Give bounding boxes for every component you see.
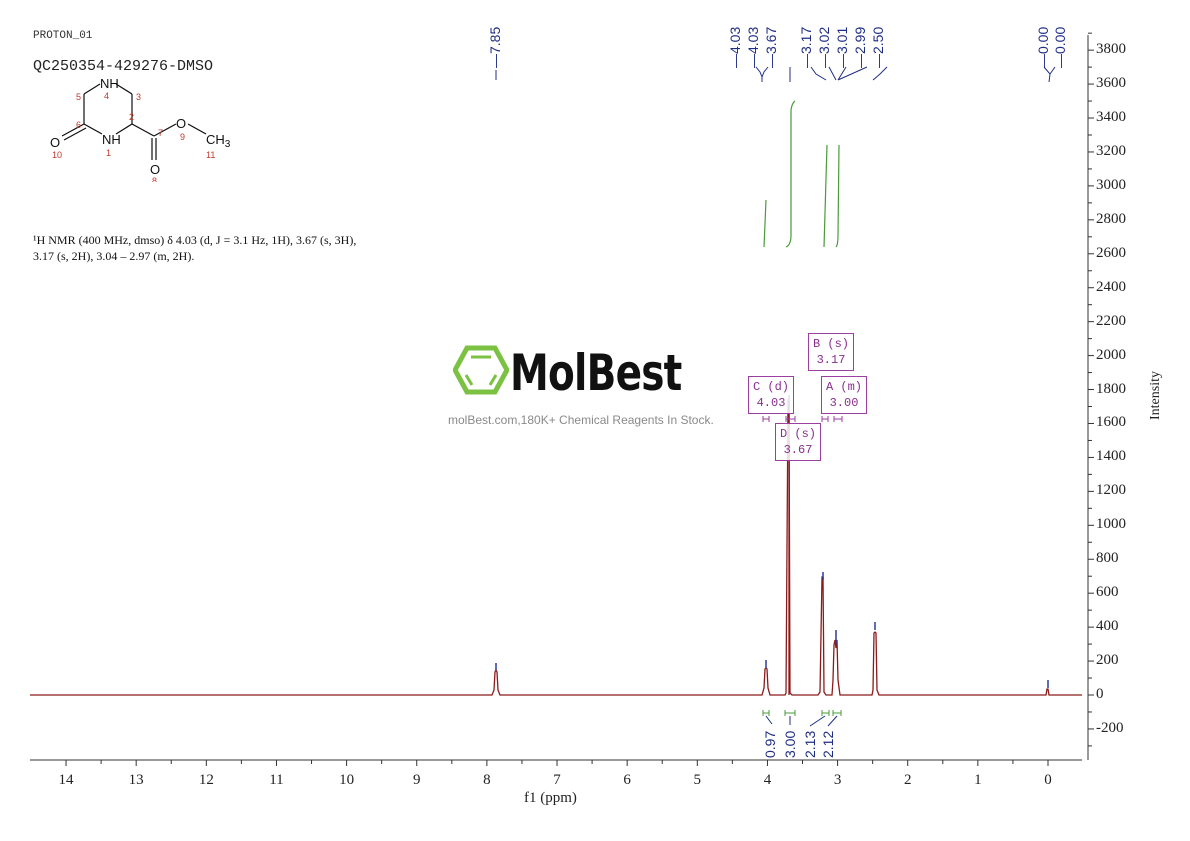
integral-curves <box>763 100 840 248</box>
x-tick-label: 1 <box>974 772 982 788</box>
multiplet-box-d: D (s) 3.67 <box>775 423 821 461</box>
x-tick-label: 9 <box>412 772 421 788</box>
y-tick-label: 1600 <box>1096 414 1126 431</box>
y-tick-label: 3600 <box>1096 75 1126 92</box>
x-tick-label: 3 <box>833 772 842 788</box>
peak-label-0.00a: —0.00 <box>1035 26 1051 68</box>
y-tick-label: 3800 <box>1096 41 1126 58</box>
x-axis-title: f1 (ppm) <box>524 790 577 806</box>
y-tick-label: 600 <box>1096 584 1119 601</box>
hexagon-logo-icon <box>453 345 509 395</box>
atom-number-6: 6 <box>76 120 81 130</box>
y-tick-label: 3400 <box>1096 109 1126 126</box>
multiplet-box-a: A (m) 3.00 <box>821 376 867 414</box>
atom-number-5: 5 <box>76 92 81 102</box>
y-tick-label: 2400 <box>1096 278 1126 295</box>
peak-label-4.03a: —4.03 <box>727 26 743 68</box>
peak-label-3.01: —3.01 <box>834 26 850 68</box>
y-tick-label: 2800 <box>1096 210 1126 227</box>
y-axis-title: Intensity <box>1148 371 1163 420</box>
integral-label-2.13: 2.13 <box>802 730 818 758</box>
integral-label-0.97: 0.97 <box>762 730 778 758</box>
y-tick-label: 0 <box>1096 686 1104 702</box>
nmr-description: ¹H NMR (400 MHz, dmso) δ 4.03 (d, J = 3.… <box>33 232 433 264</box>
y-tick-label: 2000 <box>1096 346 1126 363</box>
watermark-tagline: molBest.com,180K+ Chemical Reagents In S… <box>448 413 714 427</box>
atom-number-7: 7 <box>158 128 163 138</box>
y-tick-label: 2200 <box>1096 312 1126 329</box>
x-tick-label: 4 <box>763 772 772 788</box>
y-tick-label: 1800 <box>1096 380 1126 397</box>
x-tick-label: 0 <box>1044 772 1052 788</box>
y-tick-label: 800 <box>1096 550 1119 567</box>
peak-label-3.67: —3.67 <box>763 26 779 68</box>
brand-name: MolBest <box>510 344 682 402</box>
x-tick-label: 8 <box>483 772 491 788</box>
atom-ch3: CH3 <box>206 132 231 150</box>
peak-label-0.00b: —0.00 <box>1052 26 1068 68</box>
atom-number-1: 1 <box>106 148 111 158</box>
atom-number-11: 11 <box>206 150 215 160</box>
atom-number-9: 9 <box>180 132 185 142</box>
nmr-description-line1: ¹H NMR (400 MHz, dmso) δ 4.03 (d, J = 3.… <box>33 233 357 247</box>
integral-label-3.00: 3.00 <box>782 730 798 758</box>
y-tick-label: 1000 <box>1096 516 1126 533</box>
x-tick-label: 12 <box>198 772 214 788</box>
y-tick-label: -200 <box>1096 719 1124 736</box>
atom-o10: O <box>50 135 60 150</box>
y-tick-label: 3000 <box>1096 176 1126 193</box>
atom-number-2: 2 <box>129 112 134 122</box>
x-tick-label: 5 <box>693 772 702 788</box>
peak-label-4.03b: —4.03 <box>745 26 761 68</box>
x-tick-label: 11 <box>269 772 284 788</box>
y-tick-label: 3200 <box>1096 142 1126 159</box>
peak-label-2.99: —2.99 <box>852 26 868 68</box>
x-tick-label: 2 <box>903 772 912 788</box>
peak-label-2.50: —2.50 <box>870 26 886 68</box>
x-tick-label: 13 <box>128 772 144 788</box>
experiment-name: PROTON_01 <box>33 30 93 42</box>
atom-number-4: 4 <box>104 91 109 101</box>
spectrum-trace <box>30 399 1082 696</box>
peak-label-3.17: —3.17 <box>798 26 814 68</box>
y-tick-label: 1400 <box>1096 448 1126 465</box>
atom-number-3: 3 <box>136 92 141 102</box>
multiplet-box-b: B (s) 3.17 <box>808 333 854 371</box>
atom-nh1: NH <box>102 132 121 147</box>
molecule-structure: NH O NH O CH3 O 4 5 3 6 2 10 1 7 9 11 8 <box>50 76 231 182</box>
atom-number-10: 10 <box>52 150 62 160</box>
y-tick-label: 2600 <box>1096 244 1126 261</box>
y-tick-label: 200 <box>1096 652 1119 669</box>
x-tick-label: 7 <box>553 772 561 788</box>
x-tick-label: 6 <box>623 772 631 788</box>
peak-label-3.02: —3.02 <box>816 26 832 68</box>
atom-o8: O <box>150 162 160 177</box>
atom-nh4: NH <box>100 76 119 91</box>
atom-o9: O <box>176 116 186 131</box>
peak-label-7.85: —7.85 <box>487 26 503 68</box>
sample-id: QC250354-429276-DMSO <box>33 58 214 75</box>
multiplet-box-c: C (d) 4.03 <box>748 376 794 414</box>
nmr-description-line2: 3.17 (s, 2H), 3.04 – 2.97 (m, 2H). <box>33 249 195 263</box>
x-tick-label: 14 <box>58 772 74 788</box>
integral-label-2.12: 2.12 <box>820 730 836 758</box>
y-tick-label: 400 <box>1096 618 1119 635</box>
y-tick-label: 1200 <box>1096 482 1126 499</box>
atom-number-8: 8 <box>152 176 157 182</box>
x-tick-label: 10 <box>339 772 355 788</box>
